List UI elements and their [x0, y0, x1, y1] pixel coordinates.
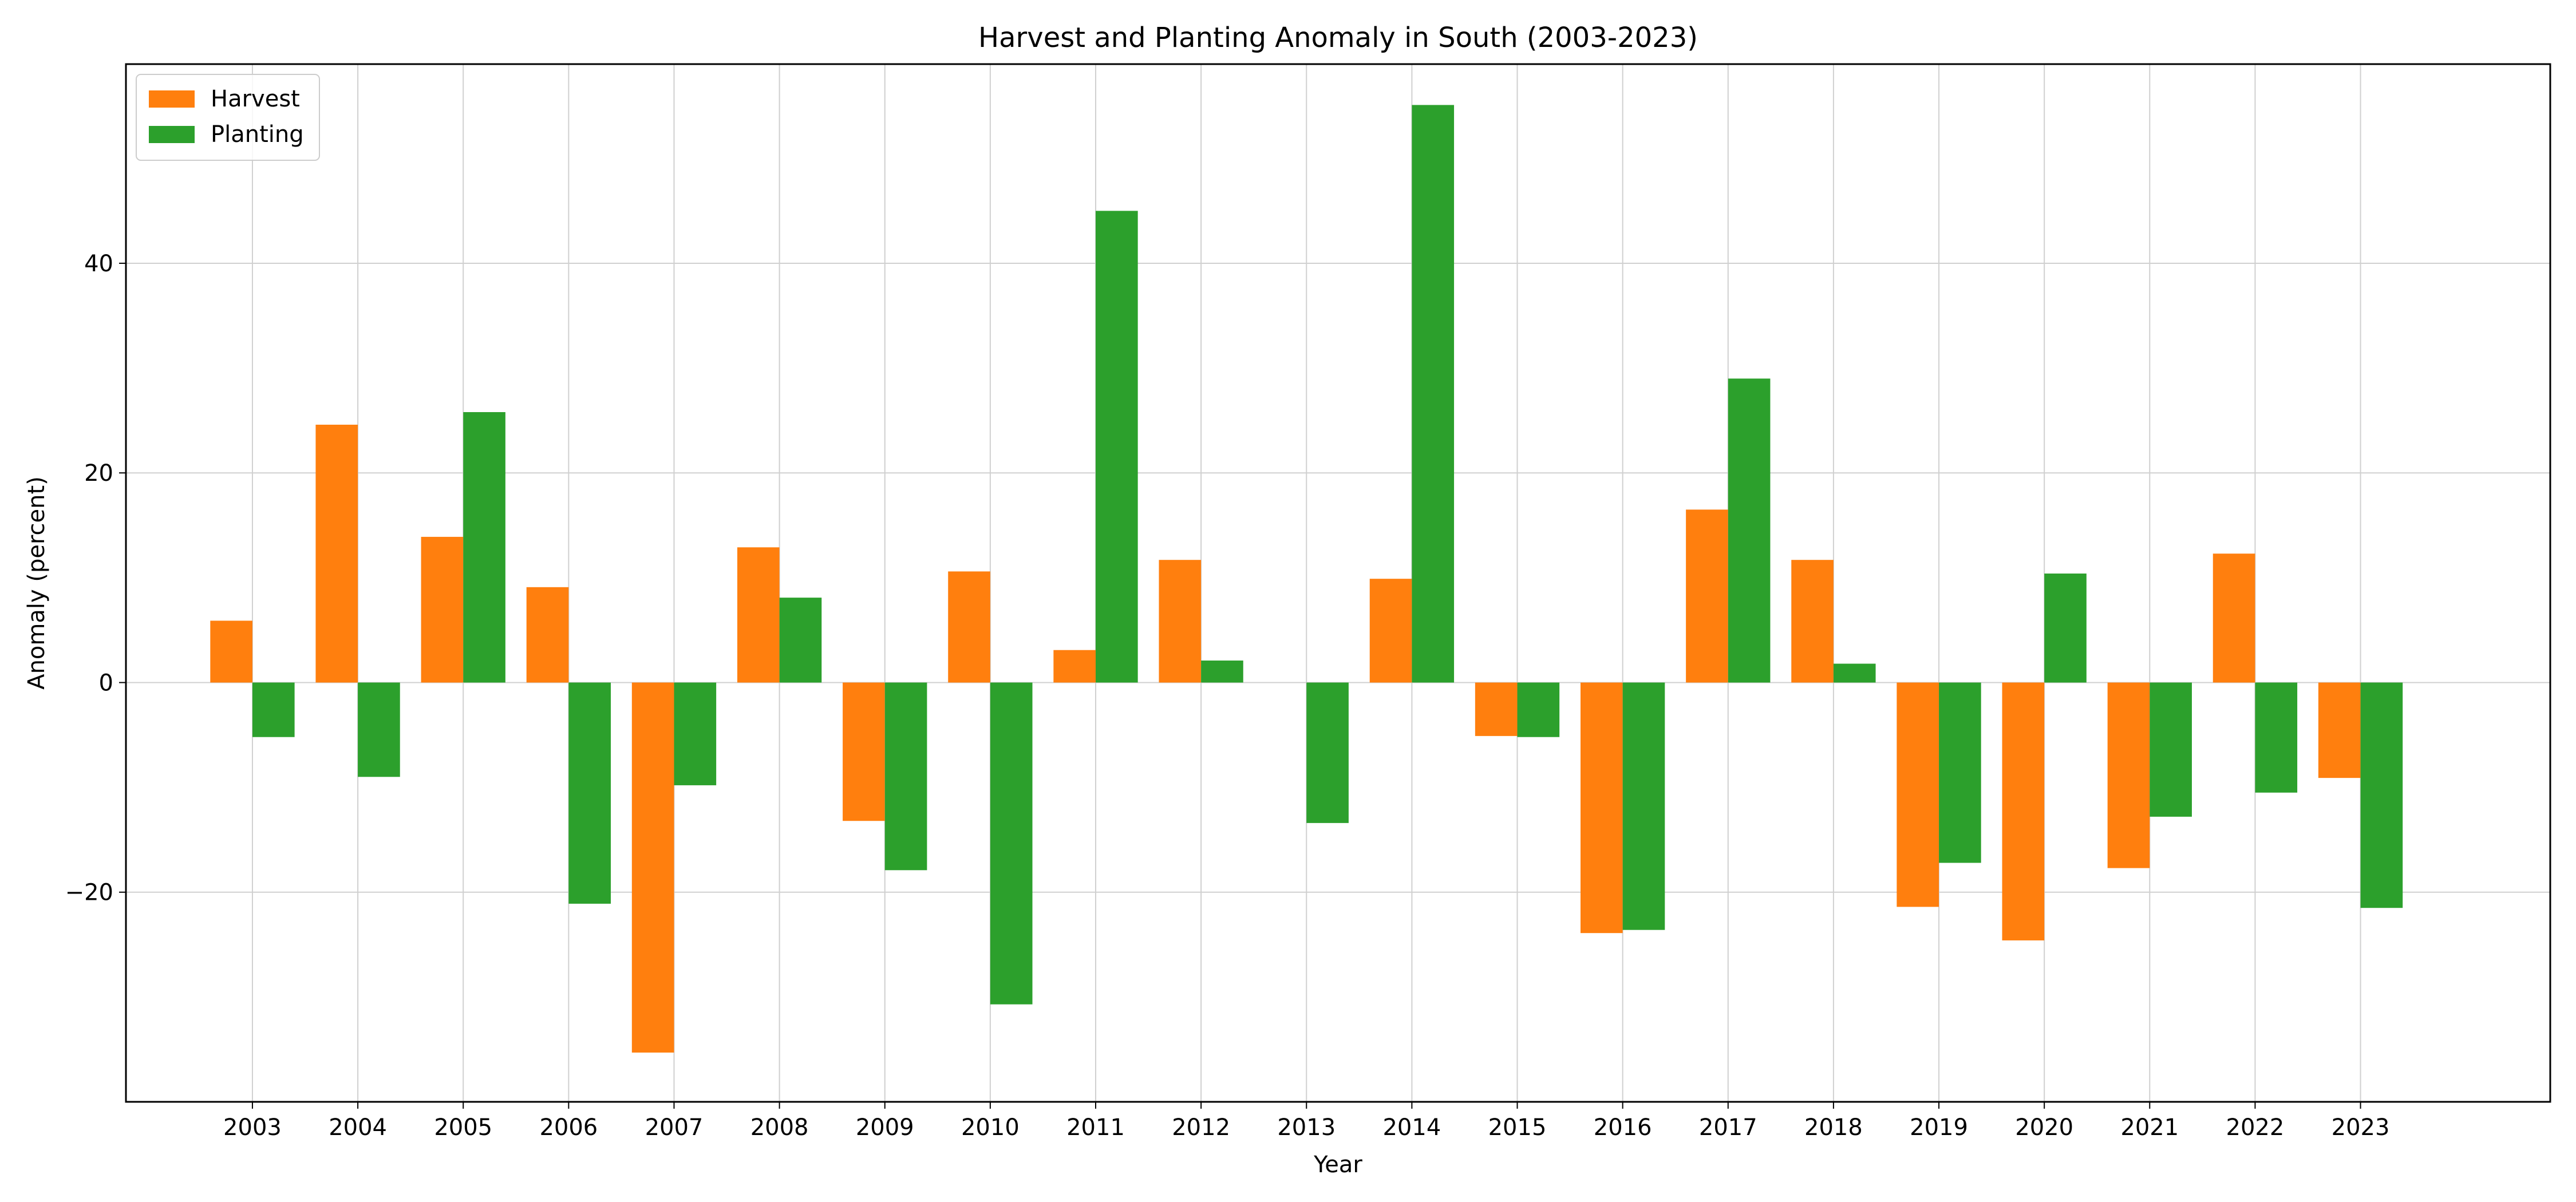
planting-bar-2003 — [252, 682, 295, 737]
y-tick-label: 40 — [84, 251, 113, 277]
harvest-bar-2017 — [1686, 509, 1728, 683]
planting-bar-2014 — [1412, 105, 1455, 683]
legend-swatch-harvest — [149, 90, 195, 108]
x-tick-label: 2022 — [2226, 1114, 2285, 1141]
planting-bar-2021 — [2150, 682, 2192, 817]
x-tick-label: 2015 — [1488, 1114, 1547, 1141]
chart-title: Harvest and Planting Anomaly in South (2… — [978, 22, 1698, 54]
y-tick-label: 20 — [84, 460, 113, 487]
x-tick-label: 2023 — [2332, 1114, 2390, 1141]
legend-swatch-planting — [149, 126, 195, 143]
x-tick-label: 2013 — [1277, 1114, 1336, 1141]
plot-area-frame — [125, 63, 2551, 1103]
harvest-bar-2003 — [210, 620, 252, 683]
harvest-bar-2020 — [2002, 682, 2045, 940]
harvest-bar-2018 — [1791, 560, 1834, 683]
harvest-bar-2011 — [1053, 650, 1096, 683]
harvest-bar-2008 — [737, 547, 780, 683]
harvest-bar-2009 — [843, 682, 885, 821]
harvest-bar-2005 — [421, 536, 464, 683]
x-tick-label: 2012 — [1172, 1114, 1230, 1141]
planting-bar-2012 — [1201, 661, 1243, 683]
bars — [210, 105, 2403, 1053]
x-tick-label: 2018 — [1804, 1114, 1863, 1141]
harvest-bar-2023 — [2318, 682, 2361, 778]
planting-bar-2010 — [990, 682, 1033, 1005]
planting-bar-2017 — [1728, 378, 1771, 683]
x-tick-label: 2021 — [2120, 1114, 2179, 1141]
x-tick-label: 2014 — [1382, 1114, 1441, 1141]
x-axis-label: Year — [1313, 1152, 1362, 1178]
planting-bar-2015 — [1517, 682, 1560, 737]
x-tick-label: 2020 — [2015, 1114, 2073, 1141]
planting-bar-2016 — [1622, 682, 1665, 930]
harvest-bar-2010 — [948, 571, 990, 683]
x-tick-label: 2017 — [1699, 1114, 1757, 1141]
planting-bar-2018 — [1833, 663, 1876, 683]
planting-bar-2020 — [2044, 574, 2087, 683]
harvest-bar-2016 — [1581, 682, 1623, 934]
harvest-bar-2015 — [1475, 682, 1518, 736]
y-axis-label: Anomaly (percent) — [23, 476, 50, 690]
x-tick-label: 2005 — [434, 1114, 492, 1141]
x-tick-label: 2010 — [961, 1114, 1020, 1141]
x-tick-label: 2016 — [1594, 1114, 1652, 1141]
planting-bar-2011 — [1096, 211, 1138, 683]
planting-bar-2023 — [2360, 682, 2403, 908]
x-tick-label: 2007 — [645, 1114, 704, 1141]
x-tick-label: 2008 — [750, 1114, 809, 1141]
x-tick-label: 2009 — [856, 1114, 914, 1141]
harvest-bar-2006 — [526, 587, 569, 683]
planting-bar-2007 — [674, 682, 717, 785]
harvest-bar-2021 — [2107, 682, 2150, 868]
axis-ticks: 2003 2004 2005 2006 2007 2008 2009 2010 2011 2012… — [65, 251, 2390, 1141]
y-tick-label: 0 — [99, 670, 113, 696]
planting-bar-2022 — [2255, 682, 2298, 793]
harvest-bar-2007 — [631, 682, 674, 1053]
planting-bar-2006 — [568, 682, 611, 904]
x-tick-label: 2003 — [223, 1114, 282, 1141]
harvest-bar-2004 — [315, 424, 358, 683]
x-tick-label: 2006 — [539, 1114, 598, 1141]
planting-bar-2008 — [779, 598, 822, 683]
legend: Harvest Planting — [136, 74, 320, 161]
planting-bar-2009 — [884, 682, 927, 871]
planting-bar-2019 — [1939, 682, 1981, 863]
planting-bar-2013 — [1306, 682, 1349, 823]
harvest-bar-2014 — [1369, 579, 1412, 683]
harvest-bar-2022 — [2212, 553, 2255, 683]
planting-bar-2005 — [463, 412, 505, 683]
legend-label-harvest: Harvest — [211, 86, 300, 112]
harvest-bar-2019 — [1897, 682, 1939, 907]
x-tick-label: 2019 — [1910, 1114, 1968, 1141]
y-tick-label: −20 — [65, 880, 113, 906]
legend-label-planting: Planting — [211, 121, 304, 148]
planting-bar-2004 — [358, 682, 400, 777]
x-tick-label: 2011 — [1066, 1114, 1125, 1141]
x-tick-label: 2004 — [329, 1114, 387, 1141]
harvest-bar-2012 — [1159, 560, 1202, 683]
